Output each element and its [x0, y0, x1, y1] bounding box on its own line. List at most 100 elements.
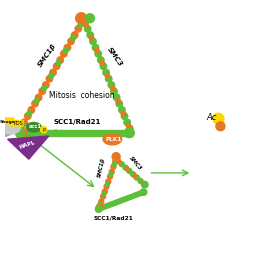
- Circle shape: [89, 36, 94, 40]
- Circle shape: [79, 19, 85, 26]
- Circle shape: [102, 189, 107, 194]
- Circle shape: [99, 199, 104, 204]
- Circle shape: [61, 50, 67, 57]
- Circle shape: [90, 38, 96, 45]
- Text: SMC1β: SMC1β: [97, 157, 106, 178]
- Circle shape: [131, 172, 135, 177]
- Circle shape: [125, 167, 129, 171]
- Circle shape: [103, 69, 109, 76]
- Circle shape: [95, 206, 102, 212]
- Ellipse shape: [0, 120, 15, 137]
- Polygon shape: [8, 136, 49, 159]
- Circle shape: [57, 57, 63, 63]
- Circle shape: [123, 165, 128, 170]
- Ellipse shape: [2, 121, 21, 134]
- Circle shape: [100, 61, 104, 65]
- Circle shape: [111, 86, 115, 90]
- Circle shape: [92, 44, 99, 51]
- Text: SMC1β: SMC1β: [37, 42, 57, 68]
- Circle shape: [116, 100, 122, 107]
- Circle shape: [34, 98, 39, 103]
- Circle shape: [95, 50, 101, 57]
- Circle shape: [119, 107, 125, 113]
- Circle shape: [32, 100, 38, 107]
- Text: SCC1/Rad21: SCC1/Rad21: [94, 215, 134, 220]
- Text: scc1: scc1: [28, 124, 41, 130]
- Circle shape: [101, 194, 105, 199]
- Circle shape: [75, 26, 81, 32]
- Circle shape: [125, 129, 134, 137]
- Circle shape: [82, 19, 88, 26]
- Circle shape: [119, 162, 124, 167]
- Circle shape: [39, 88, 46, 94]
- Circle shape: [87, 32, 93, 38]
- Circle shape: [133, 174, 137, 178]
- Circle shape: [64, 44, 71, 51]
- Circle shape: [124, 119, 130, 126]
- Circle shape: [126, 124, 131, 128]
- Circle shape: [216, 122, 225, 131]
- Circle shape: [102, 192, 106, 196]
- Circle shape: [71, 32, 78, 38]
- Text: PLK1: PLK1: [105, 137, 122, 142]
- Circle shape: [41, 86, 46, 91]
- Circle shape: [84, 23, 88, 27]
- Text: Shugo: Shugo: [0, 120, 15, 123]
- Circle shape: [84, 26, 91, 32]
- Circle shape: [108, 82, 115, 88]
- Circle shape: [94, 48, 99, 52]
- Circle shape: [71, 35, 76, 40]
- Circle shape: [124, 129, 133, 137]
- Circle shape: [111, 164, 116, 169]
- Polygon shape: [98, 190, 144, 211]
- Circle shape: [25, 113, 31, 119]
- Circle shape: [100, 63, 107, 69]
- Text: SMC3: SMC3: [129, 156, 143, 172]
- Circle shape: [40, 126, 47, 133]
- Circle shape: [16, 127, 27, 138]
- Circle shape: [42, 82, 49, 88]
- Circle shape: [16, 129, 25, 137]
- Circle shape: [104, 184, 109, 189]
- Circle shape: [49, 73, 54, 78]
- Circle shape: [213, 113, 224, 124]
- Circle shape: [113, 159, 118, 164]
- Circle shape: [112, 162, 116, 166]
- Circle shape: [140, 189, 147, 195]
- Circle shape: [27, 111, 32, 116]
- Text: SCC1/Rad21: SCC1/Rad21: [54, 119, 101, 125]
- Circle shape: [134, 175, 139, 180]
- Text: SMC3: SMC3: [106, 46, 124, 68]
- Circle shape: [35, 94, 42, 101]
- Circle shape: [21, 119, 27, 126]
- Circle shape: [113, 94, 120, 101]
- Circle shape: [19, 124, 25, 129]
- Circle shape: [50, 69, 56, 76]
- Circle shape: [115, 158, 121, 163]
- Circle shape: [105, 73, 110, 78]
- Circle shape: [63, 48, 68, 53]
- Circle shape: [142, 182, 147, 187]
- Circle shape: [17, 125, 24, 132]
- Circle shape: [121, 113, 128, 119]
- Circle shape: [117, 160, 121, 164]
- Circle shape: [78, 23, 83, 28]
- FancyBboxPatch shape: [13, 121, 23, 126]
- Ellipse shape: [26, 123, 41, 132]
- Circle shape: [56, 60, 61, 66]
- Circle shape: [126, 125, 133, 132]
- Circle shape: [138, 178, 143, 183]
- Text: WAPL: WAPL: [19, 140, 36, 150]
- Circle shape: [98, 57, 104, 63]
- Circle shape: [109, 169, 114, 174]
- Ellipse shape: [103, 134, 122, 145]
- Circle shape: [109, 172, 113, 176]
- Circle shape: [86, 14, 94, 23]
- Circle shape: [127, 168, 132, 173]
- Circle shape: [98, 202, 102, 206]
- Circle shape: [111, 88, 117, 94]
- Text: Mitosis  cohesion: Mitosis cohesion: [49, 91, 114, 100]
- Circle shape: [108, 174, 112, 179]
- Text: Ac: Ac: [206, 113, 216, 122]
- Polygon shape: [20, 130, 130, 136]
